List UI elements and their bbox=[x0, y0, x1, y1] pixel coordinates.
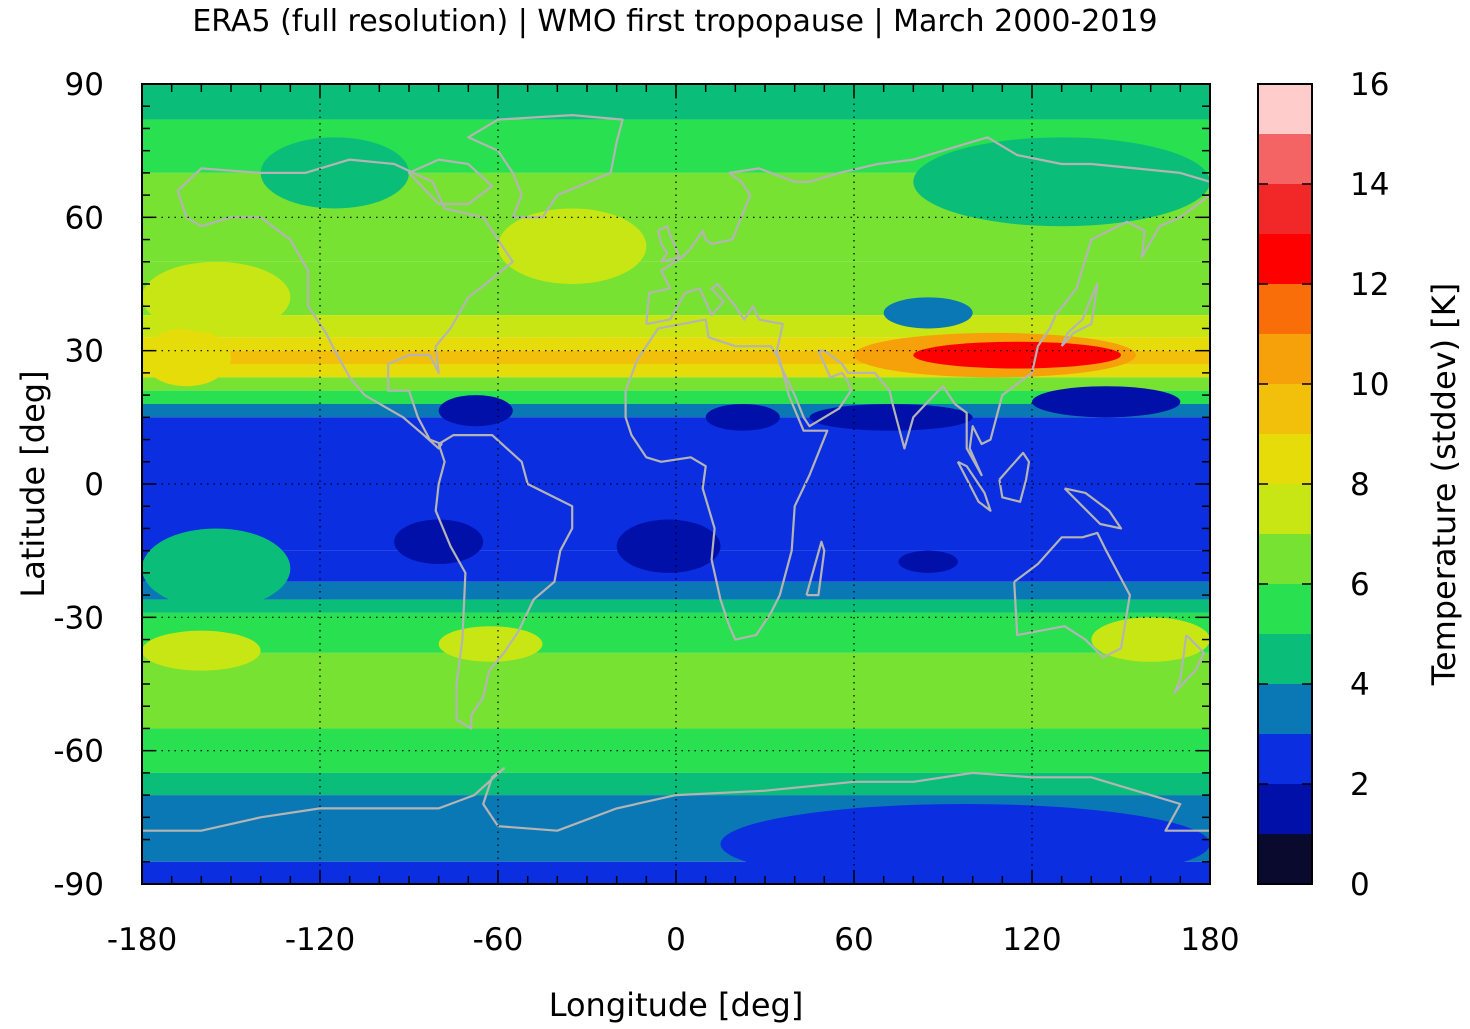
colorbar-level-3 bbox=[1258, 684, 1312, 734]
colorbar-tick-label: 14 bbox=[1350, 167, 1389, 203]
colorbar-level-5 bbox=[1258, 584, 1312, 634]
chart-title: ERA5 (full resolution) | WMO first tropo… bbox=[192, 4, 1157, 39]
region-south-america-min bbox=[394, 519, 484, 564]
region-australia-yellow bbox=[1091, 617, 1210, 662]
colorbar-level-7 bbox=[1258, 484, 1312, 534]
region-north-pacific-yellow bbox=[142, 261, 291, 333]
colorbar-tick-label: 8 bbox=[1350, 467, 1370, 503]
coastline-madagascar bbox=[805, 540, 826, 597]
coastline-australia bbox=[1013, 531, 1132, 659]
colorbar-level-6 bbox=[1258, 534, 1312, 584]
y-tick-labels: 90 60 30 0 -30 -60 -90 bbox=[53, 67, 104, 903]
coastline-antarctica bbox=[142, 767, 1210, 832]
colorbar-tick-label: 6 bbox=[1350, 567, 1370, 603]
colorbar-level-4 bbox=[1258, 634, 1312, 684]
coastline-greenland bbox=[467, 113, 624, 219]
colorbar-level-10 bbox=[1258, 334, 1312, 384]
colorbar-level-1 bbox=[1258, 784, 1312, 834]
region-south-atlantic-min bbox=[616, 519, 721, 573]
colorbar-level-8 bbox=[1258, 434, 1312, 484]
y-tick-label: 90 bbox=[65, 67, 104, 103]
region-south-pacific-teal bbox=[142, 528, 291, 609]
coastline-new-guinea bbox=[1063, 487, 1123, 530]
y-axis-label: Latitude [deg] bbox=[14, 370, 52, 597]
minor-ticks bbox=[142, 84, 1210, 884]
x-axis-label: Longitude [deg] bbox=[549, 986, 804, 1024]
region-tropical-arabia-min bbox=[809, 404, 973, 431]
x-tick-label: 0 bbox=[666, 922, 686, 958]
region-west-pacific-jet bbox=[142, 328, 231, 387]
colorbar-tick-labels: 16 14 12 10 8 6 4 2 0 bbox=[1258, 67, 1389, 903]
region-north-atlantic-yellow bbox=[498, 208, 647, 284]
region-antarctic-blue bbox=[720, 804, 1210, 884]
coastline-sumatra bbox=[956, 460, 992, 512]
region-arctic-canada bbox=[260, 137, 409, 209]
x-tick-label: -60 bbox=[473, 922, 524, 958]
region-south-atlantic-yellow bbox=[438, 626, 543, 662]
colorbar-tick-label: 16 bbox=[1350, 67, 1389, 103]
region-siberia bbox=[913, 137, 1210, 227]
region-central-asia-low bbox=[883, 297, 973, 329]
y-tick-label: 60 bbox=[65, 200, 104, 236]
zonal-band-15 bbox=[142, 612, 1210, 653]
colorbar-level-14 bbox=[1258, 134, 1312, 184]
y-tick-label: -30 bbox=[53, 600, 104, 636]
x-tick-label: -180 bbox=[107, 922, 177, 958]
colorbar-label: Temperature (stddev) [K] bbox=[1425, 283, 1463, 686]
colorbar-level-12 bbox=[1258, 234, 1312, 284]
region-tropical-wpac-min bbox=[1032, 386, 1181, 418]
colorbar bbox=[1258, 84, 1312, 884]
coastline-japan bbox=[1060, 282, 1099, 347]
region-south-pacific-yellow bbox=[142, 630, 261, 671]
zonal-band-13 bbox=[142, 581, 1210, 600]
x-tick-label: 180 bbox=[1180, 922, 1239, 958]
y-tick-label: 30 bbox=[65, 334, 104, 370]
colorbar-level-2 bbox=[1258, 734, 1312, 784]
coastline-baffin bbox=[407, 158, 494, 206]
coastline-borneo bbox=[998, 451, 1031, 503]
x-tick-labels: -180 -120 -60 0 60 120 180 bbox=[107, 922, 1240, 958]
colorbar-level-9 bbox=[1258, 384, 1312, 434]
plot-frame bbox=[141, 83, 1211, 885]
x-tick-label: -120 bbox=[285, 922, 355, 958]
x-tick-label: 120 bbox=[1002, 922, 1061, 958]
coastline-new-zealand bbox=[1173, 634, 1206, 695]
region-indian-ocean-min bbox=[898, 550, 958, 573]
y-tick-label: 0 bbox=[84, 467, 104, 503]
colorbar-tick-label: 0 bbox=[1350, 867, 1370, 903]
y-tick-label: -90 bbox=[53, 867, 104, 903]
coastline-britain bbox=[657, 225, 681, 263]
colorbar-tick-label: 10 bbox=[1350, 367, 1389, 403]
coastline-africa bbox=[624, 318, 829, 641]
grid-lines bbox=[142, 84, 1210, 884]
colorbar-level-0 bbox=[1258, 834, 1312, 884]
region-tropical-africa-min bbox=[705, 404, 780, 431]
colorbar-level-11 bbox=[1258, 284, 1312, 334]
colorbar-level-13 bbox=[1258, 184, 1312, 234]
coastlines bbox=[142, 113, 1210, 832]
colorbar-tick-label: 2 bbox=[1350, 767, 1370, 803]
colorbar-tick-label: 4 bbox=[1350, 667, 1370, 703]
colorbar-tick-label: 12 bbox=[1350, 267, 1389, 303]
region-asian-jet-red bbox=[913, 341, 1121, 369]
colorbar-level-15 bbox=[1258, 84, 1312, 134]
zonal-band-16 bbox=[142, 652, 1210, 729]
y-tick-label: -60 bbox=[53, 734, 104, 770]
coastline-south-america bbox=[434, 434, 574, 730]
x-tick-label: 60 bbox=[834, 922, 873, 958]
coastline-north-america bbox=[176, 158, 514, 450]
region-tropical-caribbean-min bbox=[438, 395, 513, 427]
zonal-band-14 bbox=[142, 599, 1210, 613]
